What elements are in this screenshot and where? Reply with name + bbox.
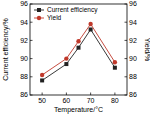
y-tick [30,22,33,23]
y-tick-label: 94 [20,19,28,26]
legend-label: Current efficiency [47,6,98,14]
y-tick-label: 92 [20,37,28,44]
y2-tick-label: 92 [129,37,137,44]
x-tick-label: 50 [38,97,46,104]
x-tick [114,93,115,96]
data-point [88,22,92,26]
y2-tick [125,58,128,59]
y2-tick-label: 96 [129,0,137,7]
legend-marker [37,8,41,12]
chart-root: 50 60 70 80 86 88 90 92 94 96 86 88 90 92 94 96 Temperat… [0,0,150,120]
y-axis-label: Current efficiency/% [2,18,10,81]
x-tick [66,93,67,96]
y2-tick-label: 94 [129,19,137,26]
data-point [40,73,44,77]
y-tick [30,58,33,59]
series-line [42,29,115,80]
x-axis-label: Temperature/°C [54,106,103,114]
data-point [113,60,117,64]
data-point [64,62,68,66]
y2-tick-label: 88 [129,73,137,80]
plot-frame [30,4,127,95]
x-tick-label: 80 [111,97,119,104]
x-tick [42,93,43,96]
y-tick-label: 86 [20,91,28,98]
y2-tick [125,4,128,5]
legend-label: Yield [47,14,62,21]
data-point [89,27,93,31]
y-tick [30,40,33,41]
y-tick [30,76,33,77]
y2-tick [125,76,128,77]
x-tick-label: 70 [87,97,95,104]
y2-tick-label: 86 [129,91,137,98]
y-tick [30,95,33,96]
legend-marker [37,16,41,20]
data-point [40,78,44,82]
data-point [64,56,68,60]
y2-tick-label: 90 [129,55,137,62]
y-tick-label: 88 [20,73,28,80]
data-point [113,66,117,70]
y2-tick [125,40,128,41]
data-point [77,46,81,50]
data-point [76,39,80,43]
y2-tick [125,22,128,23]
chart: 50 60 70 80 86 88 90 92 94 96 86 88 90 92 94 96 Temperat… [0,0,150,120]
y-tick-label: 96 [20,0,28,7]
series-line [42,24,115,75]
y-tick [30,4,33,5]
plot-area [40,22,117,83]
legend: Current efficiencyYield [34,6,98,21]
y2-tick [125,95,128,96]
y-tick-label: 90 [20,55,28,62]
y2-axis-label: Yield/% [144,38,150,61]
x-tick [90,93,91,96]
x-tick-label: 60 [62,97,70,104]
